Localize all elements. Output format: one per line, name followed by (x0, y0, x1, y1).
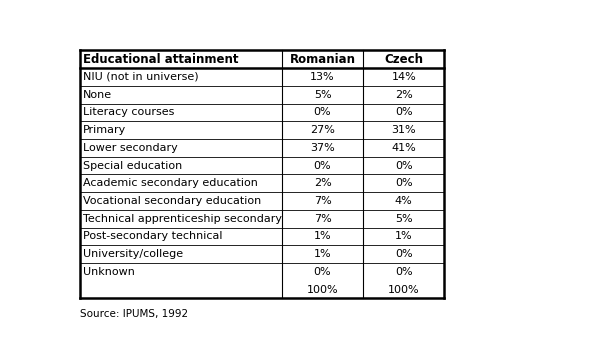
Text: 0%: 0% (395, 108, 413, 117)
Text: 27%: 27% (310, 125, 335, 135)
Text: 31%: 31% (391, 125, 416, 135)
Text: 0%: 0% (395, 178, 413, 188)
Text: Czech: Czech (384, 53, 423, 66)
Text: None: None (83, 90, 112, 100)
Text: 0%: 0% (314, 267, 331, 277)
Text: 0%: 0% (314, 161, 331, 171)
Text: 0%: 0% (395, 267, 413, 277)
Text: 1%: 1% (314, 249, 331, 259)
Text: 2%: 2% (314, 178, 331, 188)
Text: 100%: 100% (307, 285, 338, 295)
Text: Special education: Special education (83, 161, 182, 171)
Text: 41%: 41% (391, 143, 416, 153)
Text: Vocational secondary education: Vocational secondary education (83, 196, 262, 206)
Text: 4%: 4% (395, 196, 413, 206)
Text: Academic secondary education: Academic secondary education (83, 178, 258, 188)
Text: 7%: 7% (314, 196, 331, 206)
Text: 5%: 5% (314, 90, 331, 100)
Text: Unknown: Unknown (83, 267, 135, 277)
Text: Romanian: Romanian (290, 53, 356, 66)
Text: NIU (not in universe): NIU (not in universe) (83, 72, 199, 82)
Text: Post-secondary technical: Post-secondary technical (83, 231, 223, 241)
Text: 37%: 37% (310, 143, 335, 153)
Text: 1%: 1% (314, 231, 331, 241)
Text: Literacy courses: Literacy courses (83, 108, 175, 117)
Text: University/college: University/college (83, 249, 184, 259)
Text: 13%: 13% (310, 72, 335, 82)
Text: 0%: 0% (314, 108, 331, 117)
Text: 14%: 14% (391, 72, 416, 82)
Text: Source: IPUMS, 1992: Source: IPUMS, 1992 (79, 310, 188, 319)
Text: Lower secondary: Lower secondary (83, 143, 178, 153)
Text: 1%: 1% (395, 231, 413, 241)
Text: Technical apprenticeship secondary: Technical apprenticeship secondary (83, 214, 282, 224)
Text: 100%: 100% (388, 285, 419, 295)
Text: Educational attainment: Educational attainment (83, 53, 239, 66)
Text: 0%: 0% (395, 249, 413, 259)
Text: 2%: 2% (395, 90, 413, 100)
Text: 5%: 5% (395, 214, 413, 224)
Text: Primary: Primary (83, 125, 127, 135)
Text: 7%: 7% (314, 214, 331, 224)
Text: 0%: 0% (395, 161, 413, 171)
